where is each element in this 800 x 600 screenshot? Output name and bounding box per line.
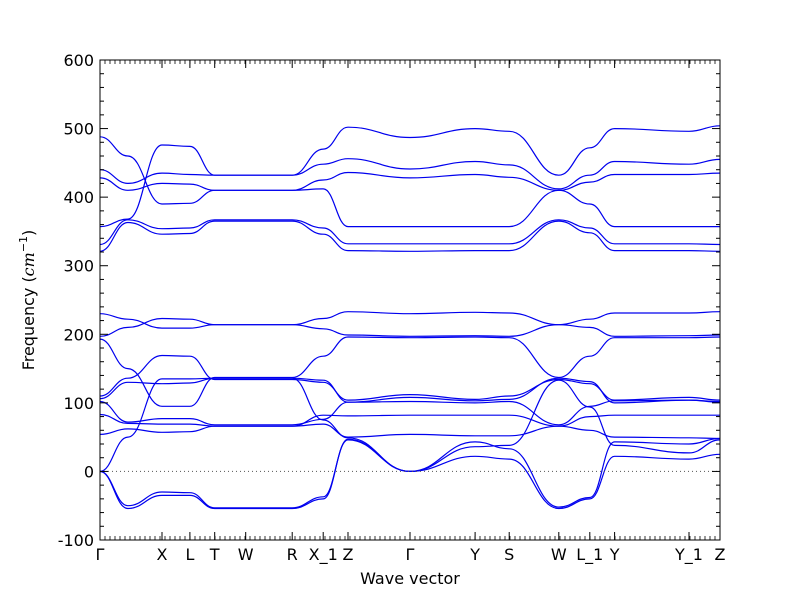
- x-tick-label: Γ: [96, 545, 105, 564]
- x-tick-label: Z: [715, 545, 726, 564]
- x-tick-label: X: [157, 545, 168, 564]
- y-axis-title: Frequency (cm−1): [17, 230, 38, 371]
- x-tick-label: W: [551, 545, 567, 564]
- band-line-8: [99, 317, 721, 337]
- band-line-13: [99, 413, 720, 427]
- band-line-4: [99, 125, 721, 228]
- band-line-5: [99, 219, 721, 246]
- band-line-12: [99, 399, 721, 426]
- y-tick-label: 200: [63, 325, 94, 344]
- band-line-3: [99, 171, 721, 191]
- band-line-9: [99, 336, 721, 407]
- band-line-1: [99, 136, 720, 228]
- band-line-16: [99, 379, 721, 509]
- y-axis-ticks: -100 0 100 200 300 400 500 600: [58, 51, 720, 550]
- band-lines: [99, 125, 721, 510]
- x-tick-label: Y_1: [674, 545, 703, 565]
- x-tick-label: X_1: [309, 545, 338, 565]
- x-tick-label: Y: [609, 545, 620, 564]
- x-axis-ticks: Γ X L T W R X_1 Z Γ Y S W L_1 Y Y_1 Z: [96, 60, 726, 565]
- x-tick-label: L_1: [576, 545, 603, 565]
- band-line-2: [99, 158, 721, 190]
- x-axis-title: Wave vector: [360, 569, 460, 588]
- band-line-14: [99, 423, 721, 440]
- x-tick-label: Y: [469, 545, 480, 564]
- band-line-7: [99, 311, 721, 329]
- y-tick-label: 600: [63, 51, 94, 70]
- y-tick-label: 300: [63, 257, 94, 276]
- x-tick-label: W: [238, 545, 254, 564]
- y-tick-label: 0: [84, 462, 94, 481]
- plot-frame: [99, 59, 721, 541]
- x-tick-label: Z: [343, 545, 354, 564]
- x-tick-label: T: [209, 545, 220, 564]
- y-tick-label: 400: [63, 188, 94, 207]
- x-tick-label: R: [287, 545, 298, 564]
- plot-area: [100, 60, 720, 540]
- band-line-6: [99, 220, 721, 252]
- y-tick-label: 500: [63, 120, 94, 139]
- band-line-15: [99, 377, 721, 508]
- band-line-17: [99, 438, 721, 510]
- y-tick-label: 100: [63, 394, 94, 413]
- x-tick-label: Γ: [406, 545, 415, 564]
- y-tick-label: -100: [58, 531, 94, 550]
- x-tick-label: S: [504, 545, 514, 564]
- x-tick-label: L: [185, 545, 194, 564]
